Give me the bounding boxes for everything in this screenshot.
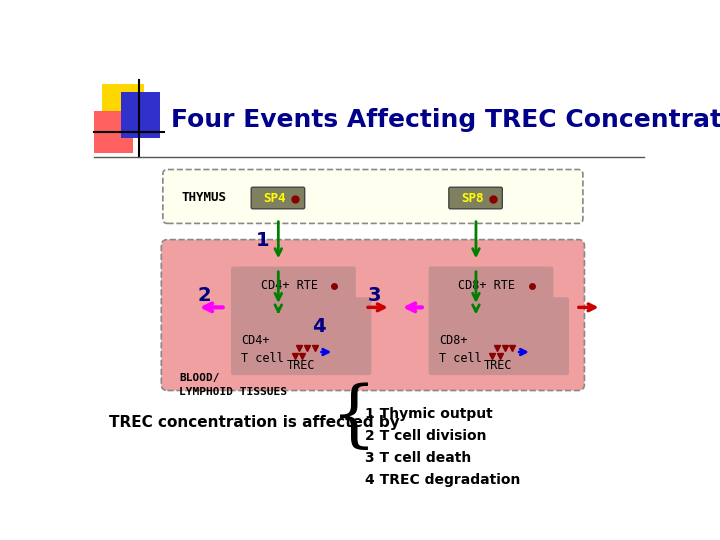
Text: BLOOD/
LYMPHOID TISSUES: BLOOD/ LYMPHOID TISSUES: [179, 373, 287, 397]
Text: {: {: [330, 382, 377, 453]
FancyBboxPatch shape: [163, 170, 583, 224]
Text: TREC: TREC: [484, 359, 513, 372]
Polygon shape: [94, 111, 132, 153]
Text: Four Events Affecting TREC Concentration: Four Events Affecting TREC Concentration: [171, 108, 720, 132]
FancyBboxPatch shape: [231, 267, 356, 308]
Text: 1 Thymic output
2 T cell division
3 T cell death
4 TREC degradation: 1 Thymic output 2 T cell division 3 T ce…: [365, 408, 521, 487]
Polygon shape: [102, 84, 144, 126]
Text: THYMUS: THYMUS: [181, 191, 227, 204]
Text: CD8+ RTE: CD8+ RTE: [459, 279, 516, 292]
Text: 2: 2: [198, 286, 212, 305]
Text: SP8: SP8: [461, 192, 483, 205]
FancyBboxPatch shape: [428, 267, 554, 308]
Text: CD8+
T cell: CD8+ T cell: [438, 334, 482, 365]
Text: TREC concentration is affected by: TREC concentration is affected by: [109, 415, 400, 430]
Text: 4: 4: [312, 317, 325, 336]
FancyBboxPatch shape: [251, 187, 305, 209]
Text: CD4+ RTE: CD4+ RTE: [261, 279, 318, 292]
Text: TREC: TREC: [287, 359, 315, 372]
Polygon shape: [121, 92, 160, 138]
Text: SP4: SP4: [264, 192, 286, 205]
FancyBboxPatch shape: [231, 298, 372, 375]
FancyBboxPatch shape: [449, 187, 503, 209]
Text: 1: 1: [256, 231, 269, 250]
FancyBboxPatch shape: [428, 298, 569, 375]
Text: CD4+
T cell: CD4+ T cell: [241, 334, 284, 365]
Text: 3: 3: [368, 286, 381, 305]
FancyBboxPatch shape: [161, 240, 585, 390]
